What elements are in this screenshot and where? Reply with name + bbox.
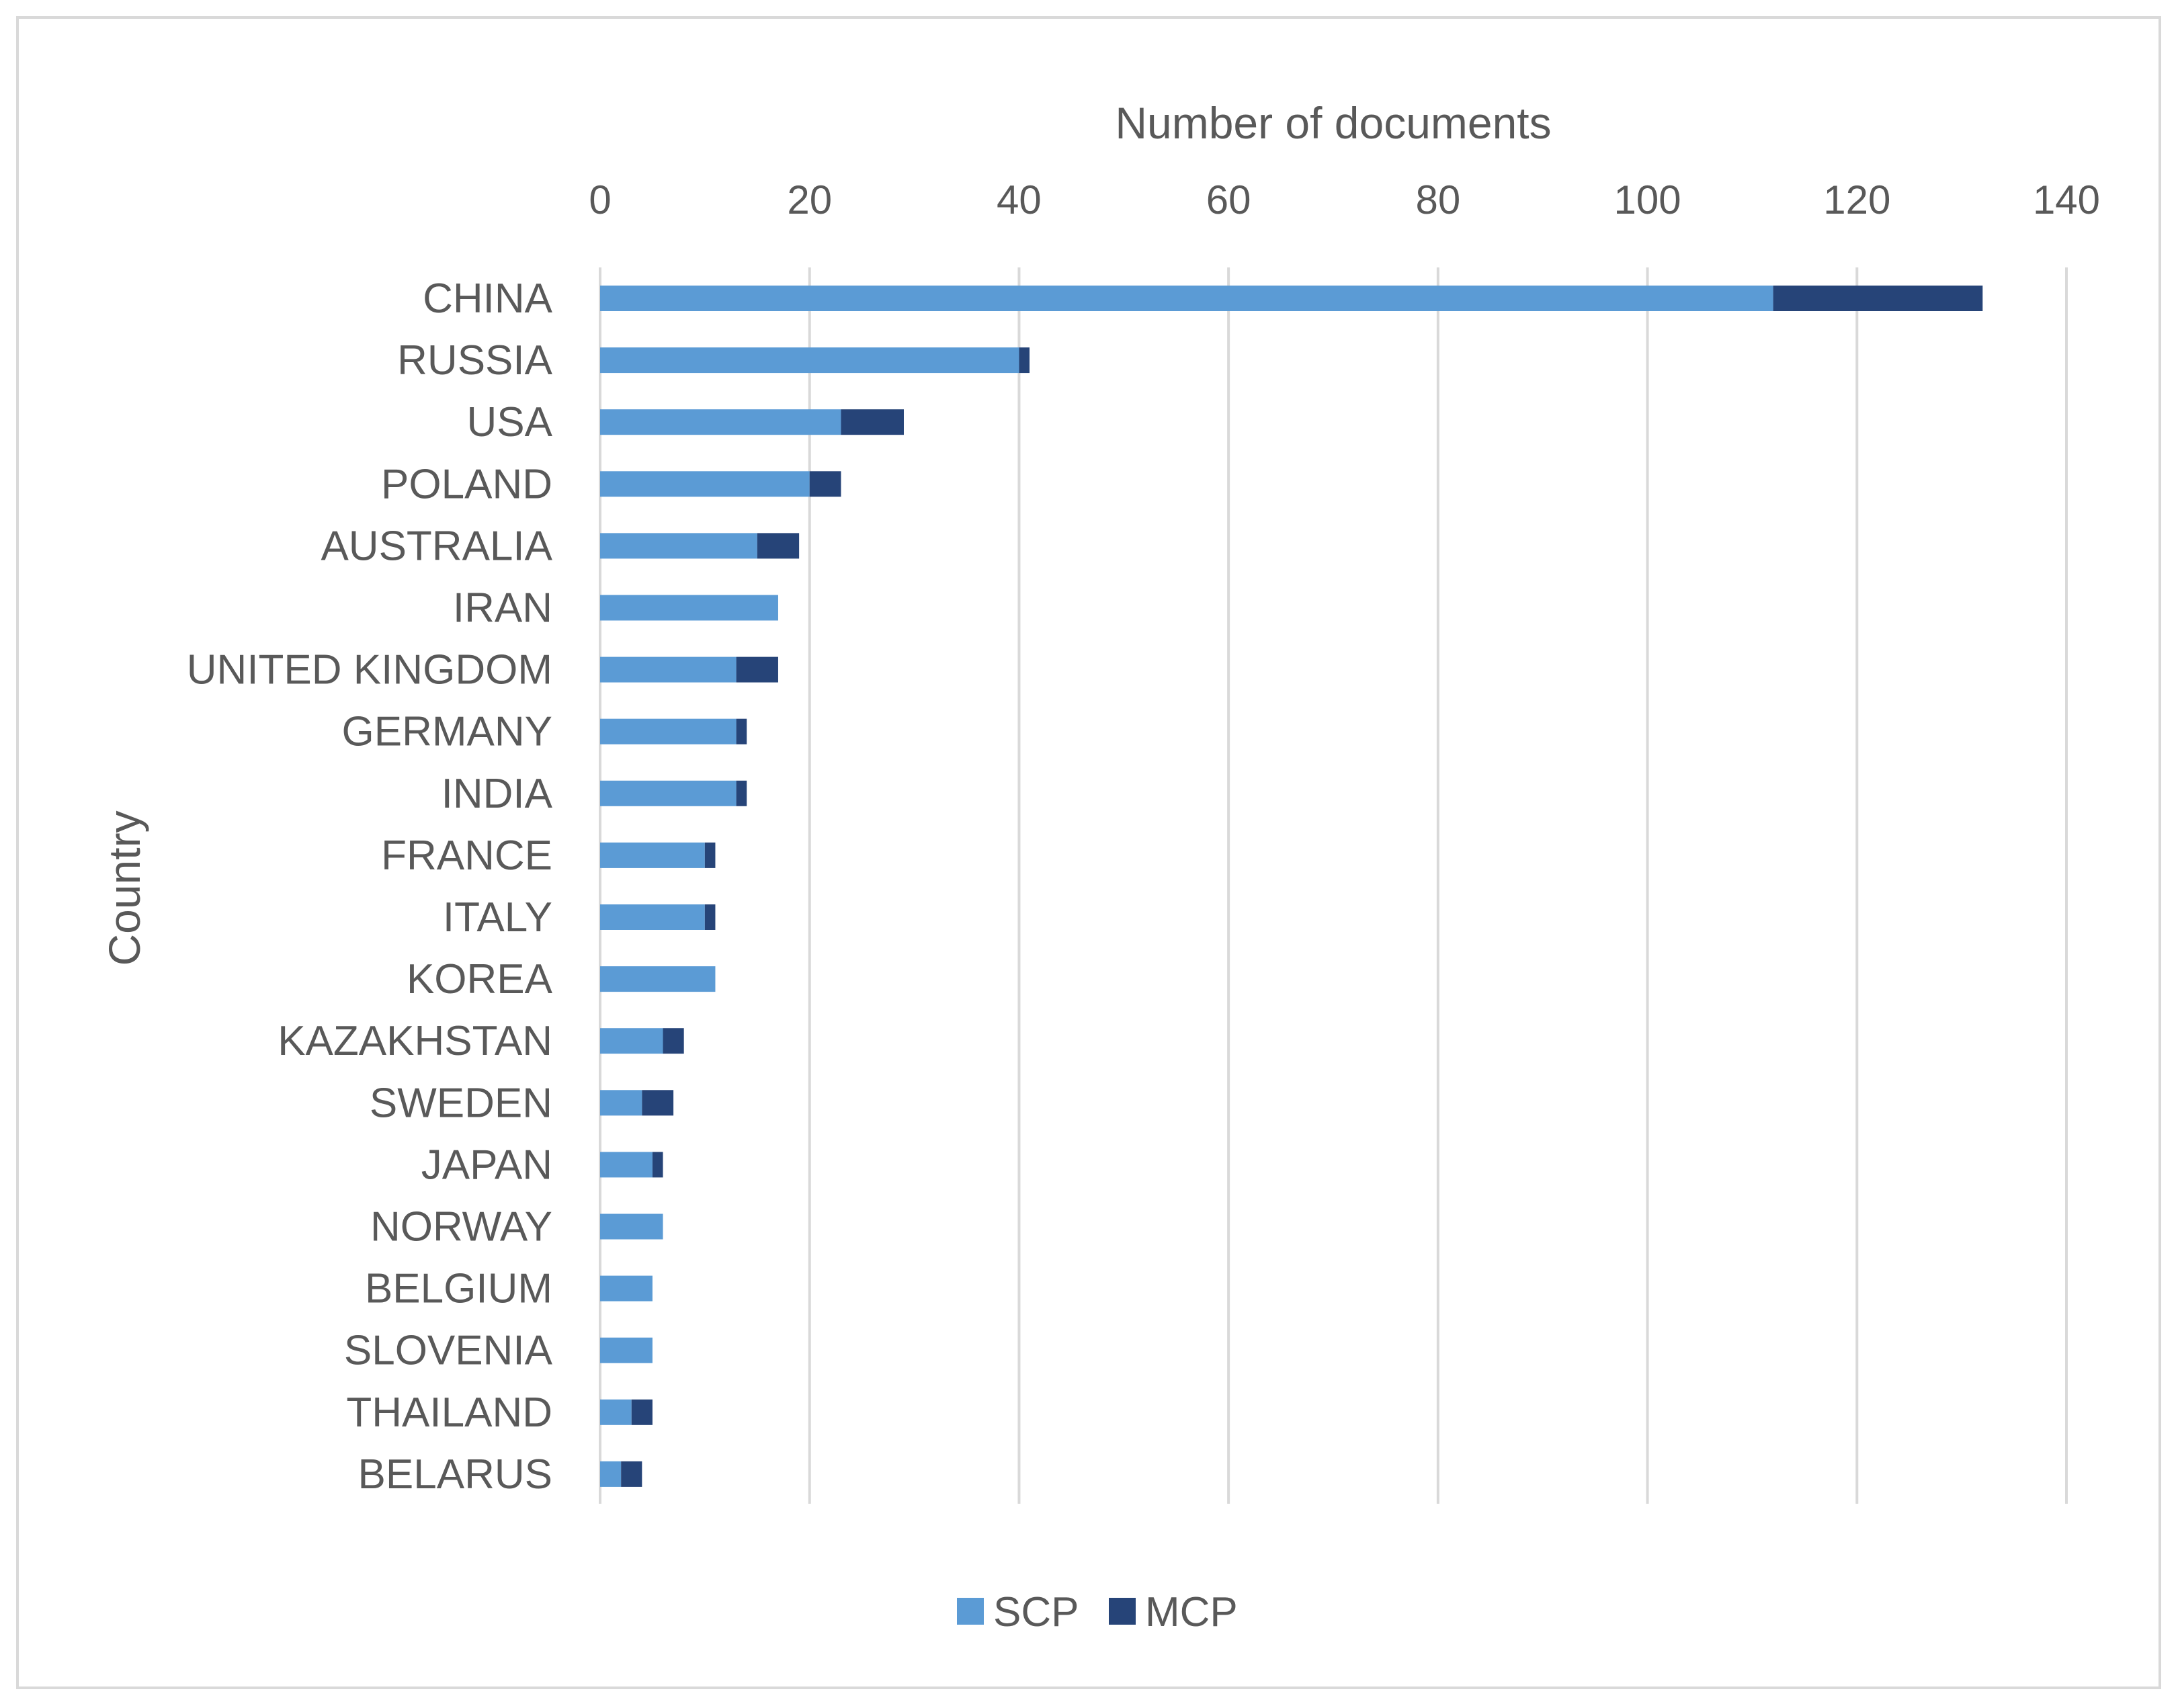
x-tick-label: 20 <box>787 177 832 222</box>
bar-scp-australia <box>600 533 757 559</box>
bar-scp-france <box>600 842 705 868</box>
category-label: RUSSIA <box>397 337 552 384</box>
x-tick-label: 0 <box>589 177 611 222</box>
bar-scp-sweden <box>600 1090 642 1116</box>
category-label: UNITED KINGDOM <box>187 647 552 693</box>
bar-scp-slovenia <box>600 1337 653 1363</box>
bar-scp-india <box>600 780 737 806</box>
category-label: CHINA <box>423 275 553 322</box>
bar-scp-usa <box>600 409 841 435</box>
bars <box>600 286 1983 1487</box>
bar-mcp-belarus <box>621 1461 642 1487</box>
category-label: KOREA <box>407 956 553 1002</box>
bar-scp-russia <box>600 347 1019 374</box>
category-label: IRAN <box>453 585 552 632</box>
category-label: USA <box>467 399 553 445</box>
category-label: FRANCE <box>381 832 552 879</box>
category-label: GERMANY <box>342 709 552 755</box>
x-tick-label: 40 <box>997 177 1042 222</box>
x-tick-label: 120 <box>1823 177 1890 222</box>
category-label: POLAND <box>381 461 552 507</box>
legend-swatch-scp <box>957 1598 984 1625</box>
legend-swatch-mcp <box>1109 1598 1136 1625</box>
bar-scp-belgium <box>600 1275 653 1301</box>
bar-scp-germany <box>600 718 737 744</box>
bar-mcp-united-kingdom <box>736 656 778 683</box>
bar-scp-china <box>600 286 1773 311</box>
bar-scp-kazakhstan <box>600 1028 663 1054</box>
category-label: BELGIUM <box>365 1266 552 1312</box>
bar-mcp-sweden <box>642 1090 674 1116</box>
category-label: BELARUS <box>358 1451 552 1498</box>
category-label: INDIA <box>442 771 553 817</box>
category-label: KAZAKHSTAN <box>278 1018 552 1064</box>
bar-mcp-germany <box>736 718 747 744</box>
category-label: JAPAN <box>421 1142 552 1188</box>
x-tick-label: 60 <box>1206 177 1251 222</box>
bar-mcp-italy <box>704 904 716 930</box>
category-label: NORWAY <box>370 1204 552 1250</box>
bar-scp-iran <box>600 595 778 621</box>
bar-scp-thailand <box>600 1399 632 1425</box>
bar-mcp-japan <box>652 1152 663 1178</box>
bar-scp-italy <box>600 904 705 930</box>
bar-mcp-kazakhstan <box>663 1028 684 1054</box>
bar-mcp-thailand <box>631 1399 653 1425</box>
bar-scp-belarus <box>600 1461 622 1487</box>
bar-mcp-france <box>704 842 716 868</box>
category-label: THAILAND <box>346 1390 552 1436</box>
bar-scp-united-kingdom <box>600 656 737 683</box>
gridlines <box>599 267 2068 1504</box>
legend: SCP MCP <box>957 1589 1238 1635</box>
bar-mcp-usa <box>841 409 904 435</box>
bar-mcp-russia <box>1019 347 1030 374</box>
bar-mcp-poland <box>809 471 841 497</box>
labels: 0 20 40 60 80 100 120 140 CHINA RUSSIA USA POLAND AU… <box>187 177 2100 1498</box>
bar-scp-korea <box>600 966 716 992</box>
y-axis-title: Country <box>99 810 149 966</box>
bar-mcp-australia <box>757 533 800 559</box>
category-label: SLOVENIA <box>344 1328 553 1374</box>
bar-mcp-china <box>1773 286 1983 311</box>
bar-scp-poland <box>600 471 810 497</box>
bar-scp-japan <box>600 1152 653 1178</box>
category-label: ITALY <box>443 894 552 941</box>
x-tick-label: 100 <box>1614 177 1681 222</box>
legend-label-scp: SCP <box>993 1589 1079 1635</box>
x-axis-title: Number of documents <box>1115 98 1551 148</box>
category-label: AUSTRALIA <box>321 523 552 569</box>
x-tick-label: 140 <box>2033 177 2100 222</box>
bar-scp-norway <box>600 1213 663 1240</box>
category-label: SWEDEN <box>370 1080 552 1126</box>
legend-label-mcp: MCP <box>1145 1589 1238 1635</box>
bar-mcp-india <box>736 780 747 806</box>
x-tick-label: 80 <box>1415 177 1460 222</box>
